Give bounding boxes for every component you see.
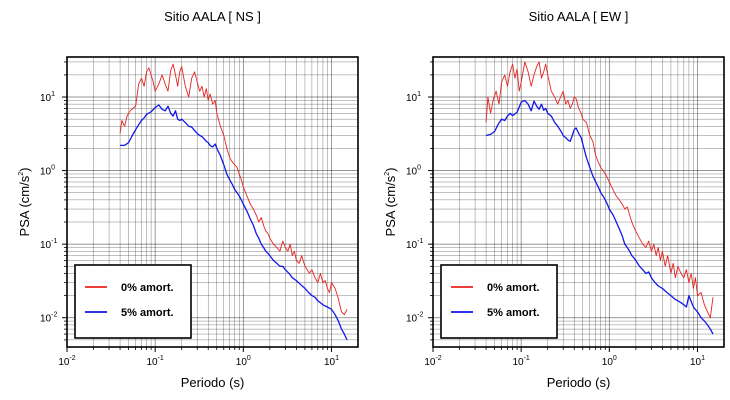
x-tick-label: 101 <box>324 355 339 368</box>
x-tick-label: 100 <box>236 355 251 368</box>
y-tick-exponent: -2 <box>51 312 57 319</box>
x-tick-label: 10-2 <box>424 355 441 368</box>
y-axis-label-superscript: 2 <box>384 172 391 176</box>
legend-box <box>74 264 192 339</box>
x-axis-label: Periodo (s) <box>181 375 245 390</box>
y-axis-label-end: ) <box>17 168 32 172</box>
y-tick-base: 10 <box>406 240 418 251</box>
y-tick-label: 101 <box>406 91 421 104</box>
x-tick-exponent: -1 <box>524 355 530 362</box>
series-line-damping-5 <box>120 104 348 341</box>
y-tick-base: 10 <box>40 93 52 104</box>
y-tick-label: 10-2 <box>40 312 57 325</box>
legend-entry-label: 0% amort. <box>487 282 540 294</box>
x-tick-exponent: 1 <box>335 355 339 362</box>
legend: 0% amort. 5% amort. <box>74 264 192 339</box>
x-tick-label: 101 <box>690 355 705 368</box>
y-axis-label: PSA (cm/s2) <box>383 168 398 237</box>
y-tick-label: 101 <box>40 91 55 104</box>
y-tick-exponent: 0 <box>51 165 55 172</box>
x-tick-base: 10 <box>602 357 614 368</box>
x-tick-base: 10 <box>512 357 524 368</box>
y-tick-label: 10-1 <box>40 238 57 251</box>
x-tick-base: 10 <box>236 357 248 368</box>
chart-title: Sitio AALA [ EW ] <box>529 9 629 24</box>
x-tick-label: 100 <box>602 355 617 368</box>
series-line-damping-0 <box>119 63 348 316</box>
plot-frame <box>66 56 359 348</box>
chart-panel-ew: Sitio AALA [ EW ]10-2 10-1 100 10110-210-11… <box>383 9 725 390</box>
y-tick-base: 10 <box>406 314 418 325</box>
y-axis-label: PSA (cm/s2) <box>17 168 32 237</box>
series-line-damping-0 <box>485 61 714 319</box>
x-tick-exponent: 0 <box>247 355 251 362</box>
x-tick-label: 10-2 <box>58 355 75 368</box>
x-tick-label: 10-1 <box>512 355 529 368</box>
y-tick-label: 10-2 <box>406 312 423 325</box>
y-tick-base: 10 <box>40 167 52 178</box>
series-line-damping-5 <box>485 99 714 335</box>
y-tick-base: 10 <box>40 240 52 251</box>
x-tick-base: 10 <box>58 357 70 368</box>
y-tick-base: 10 <box>406 167 418 178</box>
x-tick-exponent: 0 <box>613 355 617 362</box>
y-tick-exponent: 0 <box>417 165 421 172</box>
legend: 0% amort. 5% amort. <box>440 264 558 339</box>
y-axis-label-main: PSA (cm/s <box>17 175 32 236</box>
y-tick-label: 100 <box>406 165 421 178</box>
y-axis-label-end: ) <box>383 168 398 172</box>
y-tick-exponent: 1 <box>51 91 55 98</box>
x-tick-exponent: -2 <box>435 355 441 362</box>
x-tick-base: 10 <box>424 357 436 368</box>
y-tick-exponent: -2 <box>417 312 423 319</box>
y-tick-exponent: -1 <box>417 238 423 245</box>
x-tick-exponent: -1 <box>158 355 164 362</box>
chart-panel-ns: Sitio AALA [ NS ]10-2 10-1 100 10110-210-11… <box>17 9 359 390</box>
x-tick-exponent: 1 <box>701 355 705 362</box>
y-tick-label: 10-1 <box>406 238 423 251</box>
y-tick-exponent: 1 <box>417 91 421 98</box>
y-tick-base: 10 <box>406 93 418 104</box>
x-tick-label: 10-1 <box>146 355 163 368</box>
y-tick-exponent: -1 <box>51 238 57 245</box>
y-tick-base: 10 <box>40 314 52 325</box>
y-tick-label: 100 <box>40 165 55 178</box>
x-tick-base: 10 <box>324 357 336 368</box>
legend-entry-label: 5% amort. <box>121 307 174 319</box>
x-tick-base: 10 <box>690 357 702 368</box>
legend-box <box>440 264 558 339</box>
x-tick-base: 10 <box>146 357 158 368</box>
chart-title: Sitio AALA [ NS ] <box>164 9 261 24</box>
x-tick-exponent: -2 <box>69 355 75 362</box>
x-axis-label: Periodo (s) <box>547 375 611 390</box>
y-axis-label-superscript: 2 <box>18 172 25 176</box>
plot-frame <box>432 56 725 348</box>
legend-entry-label: 0% amort. <box>121 282 174 294</box>
y-axis-label-main: PSA (cm/s <box>383 175 398 236</box>
legend-entry-label: 5% amort. <box>487 307 540 319</box>
